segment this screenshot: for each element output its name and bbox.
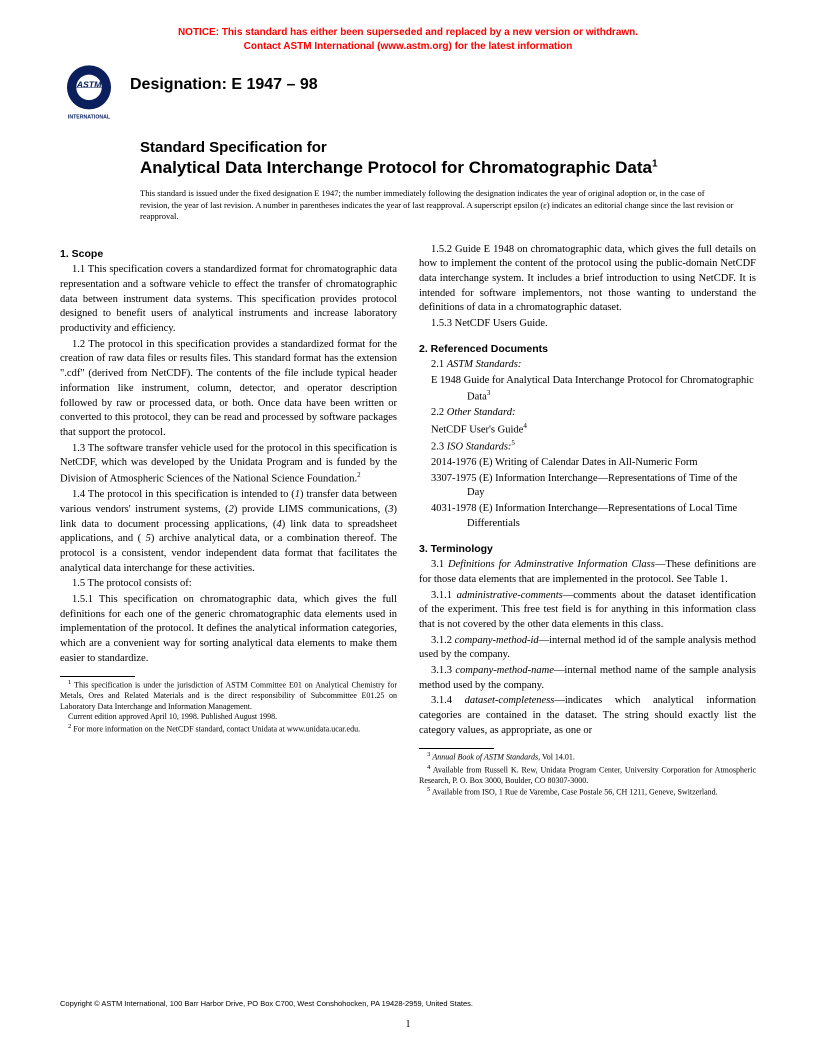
title-prefix: Standard Specification for — [140, 139, 756, 157]
footnote-rule-left — [60, 676, 135, 677]
ref-iso-2014: 2014-1976 (E) Writing of Calendar Dates … — [419, 456, 756, 471]
para-1-5-1: 1.5.1 This specification on chromatograp… — [60, 593, 397, 666]
header-row: ASTM INTERNATIONAL Designation: E 1947 –… — [60, 63, 756, 121]
body-columns: 1. Scope 1.1 This specification covers a… — [60, 243, 756, 798]
footnote-2: 2 For more information on the NetCDF sta… — [60, 723, 397, 735]
page: NOTICE: This standard has either been su… — [0, 0, 816, 828]
para-1-5-3: 1.5.3 NetCDF Users Guide. — [419, 317, 756, 332]
heading-referenced: 2. Referenced Documents — [419, 342, 756, 357]
footnote-4: 4 Available from Russell K. Rew, Unidata… — [419, 764, 756, 786]
para-1-5: 1.5 The protocol consists of: — [60, 577, 397, 592]
svg-text:ASTM: ASTM — [76, 79, 102, 89]
footnote-1: 1 This specification is under the jurisd… — [60, 679, 397, 712]
heading-terminology: 3. Terminology — [419, 542, 756, 557]
para-3-1-3: 3.1.3 company-method-name—internal metho… — [419, 664, 756, 693]
ref-2-1: 2.1 ASTM Standards: — [419, 358, 756, 373]
ref-iso-4031: 4031-1978 (E) Information Interchange—Re… — [419, 502, 756, 531]
page-number: 1 — [0, 1019, 816, 1030]
copyright: Copyright © ASTM International, 100 Barr… — [60, 999, 473, 1008]
designation: Designation: E 1947 – 98 — [130, 76, 318, 94]
notice-line2: Contact ASTM International (www.astm.org… — [244, 41, 573, 52]
para-1-3: 1.3 The software transfer vehicle used f… — [60, 442, 397, 488]
para-1-4: 1.4 The protocol in this specification i… — [60, 488, 397, 576]
footnote-rule-right — [419, 748, 494, 749]
footnote-5: 5 Available from ISO, 1 Rue de Varembe, … — [419, 786, 756, 798]
ref-e1948: E 1948 Guide for Analytical Data Interch… — [419, 374, 756, 405]
notice-line1: NOTICE: This standard has either been su… — [178, 27, 638, 38]
ref-2-2: 2.2 Other Standard: — [419, 406, 756, 421]
title-block: Standard Specification for Analytical Da… — [140, 139, 756, 178]
notice-banner: NOTICE: This standard has either been su… — [60, 26, 756, 53]
heading-scope: 1. Scope — [60, 247, 397, 262]
para-1-2: 1.2 The protocol in this specification p… — [60, 338, 397, 441]
para-3-1-1: 3.1.1 administrative-comments—comments a… — [419, 589, 756, 633]
left-column: 1. Scope 1.1 This specification covers a… — [60, 243, 397, 798]
para-1-1: 1.1 This specification covers a standard… — [60, 263, 397, 336]
astm-logo: ASTM INTERNATIONAL — [60, 63, 118, 121]
issuance-note: This standard is issued under the fixed … — [140, 188, 736, 222]
footnote-3: 3 Annual Book of ASTM Standards, Vol 14.… — [419, 751, 756, 763]
ref-iso-3307: 3307-1975 (E) Information Interchange—Re… — [419, 472, 756, 501]
title-main: Analytical Data Interchange Protocol for… — [140, 157, 756, 178]
ref-2-3: 2.3 ISO Standards:5 — [419, 439, 756, 455]
svg-text:INTERNATIONAL: INTERNATIONAL — [68, 115, 111, 121]
para-3-1-2: 3.1.2 company-method-id—internal method … — [419, 634, 756, 663]
right-column: 1.5.2 Guide E 1948 on chromatographic da… — [419, 243, 756, 798]
para-3-1-4: 3.1.4 dataset-completeness—indicates whi… — [419, 694, 756, 738]
para-3-1: 3.1 Definitions for Adminstrative Inform… — [419, 558, 756, 587]
para-1-5-2: 1.5.2 Guide E 1948 on chromatographic da… — [419, 243, 756, 316]
footnote-1b: Current edition approved April 10, 1998.… — [60, 712, 397, 722]
ref-netcdf: NetCDF User's Guide4 — [419, 422, 756, 438]
